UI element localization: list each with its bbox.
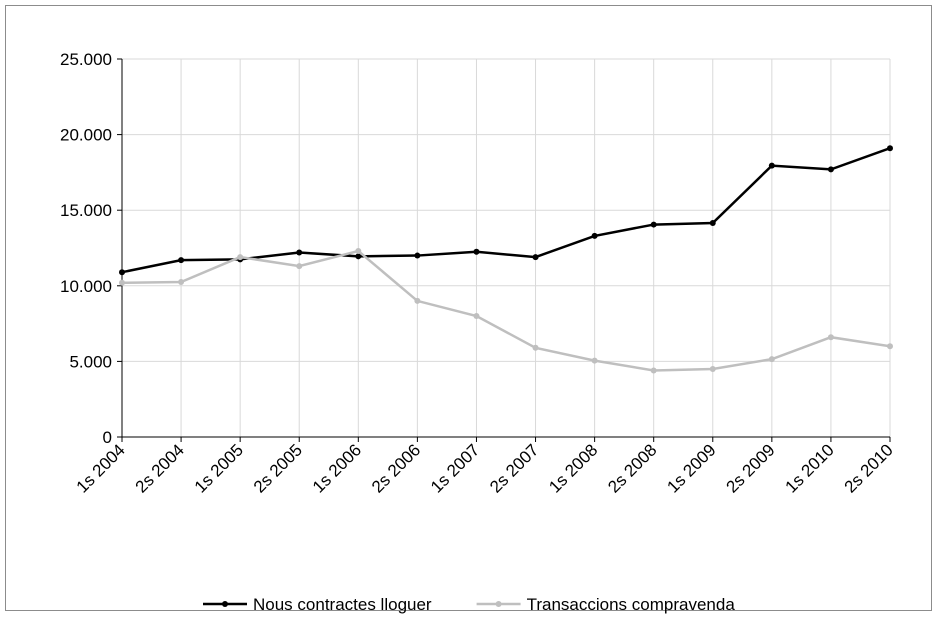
y-tick-label: 5.000 <box>69 352 112 371</box>
data-point <box>237 254 244 261</box>
data-point <box>887 343 893 350</box>
data-point <box>650 221 657 228</box>
data-point <box>414 252 421 259</box>
data-point <box>768 356 775 363</box>
data-point <box>768 162 775 169</box>
data-point <box>827 166 834 173</box>
data-point <box>119 279 125 286</box>
data-point <box>119 269 125 276</box>
data-point <box>709 365 716 372</box>
y-tick-label: 10.000 <box>60 277 112 296</box>
data-point <box>355 248 362 255</box>
legend-marker <box>222 601 228 607</box>
data-point <box>473 313 480 320</box>
data-point <box>887 145 893 152</box>
data-point <box>296 263 303 270</box>
data-point <box>178 257 185 264</box>
chart-frame <box>5 5 932 611</box>
series-line <box>121 249 891 372</box>
data-point <box>355 253 362 260</box>
legend-label: Nous contractes lloguer <box>253 595 432 614</box>
data-point <box>827 334 834 341</box>
data-point <box>532 344 539 351</box>
data-point <box>650 367 657 374</box>
y-tick-label: 15.000 <box>60 201 112 220</box>
data-point <box>414 297 421 304</box>
data-point <box>709 220 716 227</box>
data-point <box>296 249 303 256</box>
legend-marker <box>495 601 502 607</box>
y-tick-label: 25.000 <box>60 50 112 69</box>
y-tick-label: 0 <box>103 428 112 447</box>
data-point <box>591 357 598 364</box>
data-point <box>473 248 480 255</box>
legend-label: Transaccions compravenda <box>527 595 736 614</box>
data-point <box>591 232 598 239</box>
data-point <box>532 254 539 261</box>
y-tick-label: 20.000 <box>60 126 112 145</box>
data-point <box>178 279 185 286</box>
